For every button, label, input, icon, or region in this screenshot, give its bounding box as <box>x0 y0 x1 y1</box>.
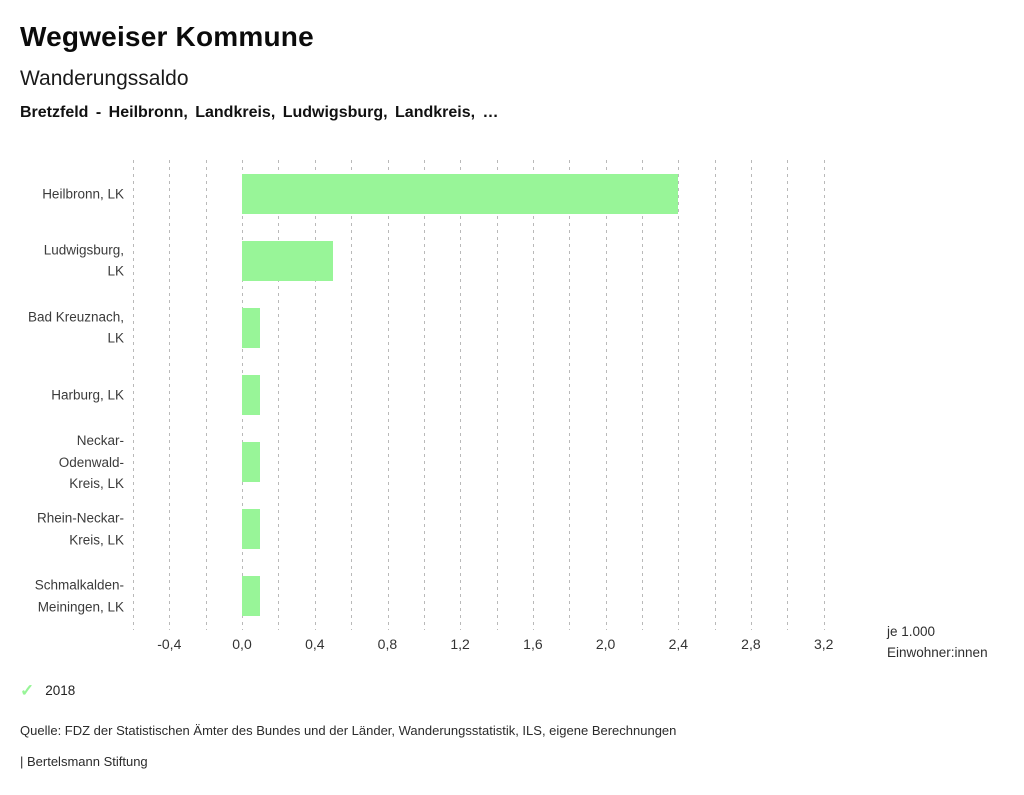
gridline <box>205 160 207 630</box>
category-label: Harburg, LK <box>51 387 124 403</box>
gridline <box>169 160 171 630</box>
gridline <box>605 160 607 630</box>
gridline <box>460 160 462 630</box>
page-title: Wegweiser Kommune <box>20 21 314 52</box>
x-tick-label: 2,0 <box>595 636 616 652</box>
gridline <box>387 160 389 630</box>
category-label: Heilbronn, LK <box>42 185 124 201</box>
category-label: Bad Kreuznach, LK <box>27 309 124 346</box>
bar-ludwigsburg-lk[interactable] <box>242 240 333 281</box>
bar-bad-kreuznach-lk[interactable] <box>242 307 261 348</box>
gridline <box>678 160 680 630</box>
x-tick-label: 3,2 <box>813 636 834 652</box>
x-axis-unit-line1: je 1.000 <box>887 624 936 639</box>
gridline <box>278 160 280 630</box>
gridline <box>532 160 534 630</box>
x-tick-label: 0,8 <box>377 636 398 652</box>
x-axis-unit-label: je 1.000 Einwohner:innen <box>887 622 988 663</box>
chart-selection-subtitle: Bretzfeld - Heilbronn, Landkreis, Ludwig… <box>20 104 499 121</box>
bar-harburg-lk[interactable] <box>242 375 261 415</box>
x-tick-label: 1,2 <box>450 636 470 652</box>
x-tick-label: 1,6 <box>523 636 543 652</box>
gridline <box>823 160 825 630</box>
gridline <box>133 160 134 630</box>
gridline <box>787 160 789 630</box>
x-tick-label: 2,8 <box>741 636 761 652</box>
gridline <box>569 160 571 630</box>
bar-heilbronn-lk[interactable] <box>242 173 679 214</box>
gridline <box>351 160 353 630</box>
bar-schmalkalden-meiningen-lk[interactable] <box>242 576 261 617</box>
gridline <box>314 160 316 630</box>
attribution-text: | Bertelsmann Stiftung <box>20 754 148 769</box>
x-tick-label: 0,0 <box>232 636 252 652</box>
gridline <box>423 160 425 630</box>
chart-title: Wanderungssaldo <box>20 67 189 90</box>
category-label: Rhein-Neckar- Kreis, LK <box>36 510 124 548</box>
x-tick-label: 0,4 <box>305 636 325 652</box>
bar-rhein-neckar-kreis-lk[interactable] <box>242 509 261 550</box>
category-label: Ludwigsburg, LK <box>43 242 124 279</box>
gridline <box>751 160 752 630</box>
legend-item-2018[interactable]: ✓ 2018 <box>20 682 75 699</box>
gridline <box>714 160 716 630</box>
category-label: Schmalkalden- Meiningen, LK <box>34 577 124 615</box>
check-icon: ✓ <box>20 681 35 700</box>
x-axis-unit-line2: Einwohner:innen <box>887 644 988 660</box>
gridline <box>496 160 498 630</box>
source-text: Quelle: FDZ der Statistischen Ämter des … <box>20 723 677 738</box>
plot-area: Heilbronn, LK Ludwigsburg, LK Bad Kreuznach… <box>28 160 860 652</box>
x-tick-label: -0,4 <box>157 636 182 652</box>
bar-neckar-odenwald-kreis-lk[interactable] <box>242 442 261 483</box>
gridline <box>641 160 643 630</box>
x-tick-label: 2,4 <box>668 636 689 652</box>
legend-label: 2018 <box>45 683 76 698</box>
category-label: Neckar- Odenwald- Kreis, LK <box>58 432 124 491</box>
